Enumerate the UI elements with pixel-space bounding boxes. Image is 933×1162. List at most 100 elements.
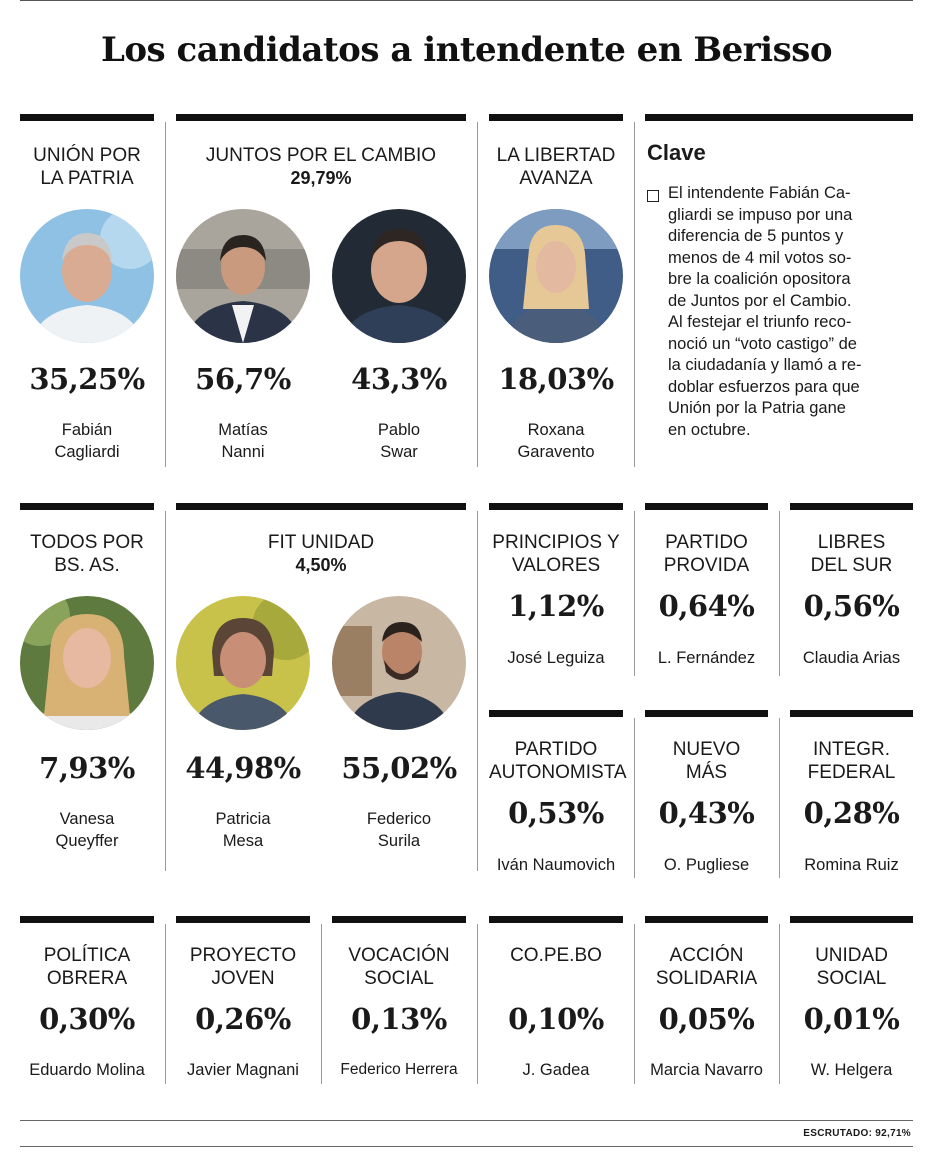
party-name: VOCACIÓN SOCIAL [348, 945, 450, 989]
candidate-percentage: 43,3% [351, 362, 447, 396]
candidate-percentage: 56,7% [195, 362, 291, 396]
party-name: UNIDAD SOCIAL [815, 945, 888, 989]
party-card-small: INTEGR. FEDERAL 0,28% Romina Ruiz [790, 718, 913, 878]
column-divider [634, 718, 635, 878]
column-divider [779, 718, 780, 878]
footer-rule [20, 1120, 913, 1121]
candidate-percentage: 0,05% [658, 1002, 755, 1036]
candidate-percentage: 35,25% [29, 362, 145, 396]
section-rule [20, 503, 154, 510]
party-card-small: PARTIDO PROVIDA 0,64% L. Fernández [645, 511, 768, 676]
column-divider [779, 924, 780, 1084]
column-divider [779, 511, 780, 676]
section-rule [790, 916, 913, 923]
section-rule [489, 503, 623, 510]
section-rule [20, 114, 154, 121]
party-card-small: CO.PE.BO 0,10% J. Gadea [489, 924, 623, 1084]
section-rule [645, 916, 768, 923]
top-rule [20, 0, 913, 1]
party-name: PARTIDO PROVIDA [663, 532, 750, 576]
party-card-small: UNIDAD SOCIAL 0,01% W. Helgera [790, 924, 913, 1084]
section-rule [332, 916, 466, 923]
column-divider [321, 924, 322, 1084]
party-percentage: 4,50% [295, 555, 347, 575]
candidate-photo [332, 596, 466, 730]
candidate-percentage: 0,56% [803, 589, 900, 623]
candidate-name: O. Pugliese [663, 856, 750, 874]
party-name: JUNTOS POR EL CAMBIO 29,79% [176, 144, 466, 190]
party-name: FIT UNIDAD 4,50% [176, 531, 466, 577]
candidate-percentage: 55,02% [341, 751, 457, 785]
party-name: ACCIÓN SOLIDARIA [655, 945, 758, 989]
candidate-name: Javier Magnani [187, 1061, 299, 1079]
party-name: UNIÓN POR LA PATRIA [33, 145, 141, 189]
party-card-todos-por-bs-as: TODOS POR BS. AS. 7,93% Vanesa Queyffer [20, 511, 154, 871]
section-rule [790, 710, 913, 717]
candidate-name: Vanesa Queyffer [55, 810, 119, 850]
party-card-small: POLÍTICA OBRERA 0,30% Eduardo Molina [20, 924, 154, 1084]
candidate-percentage: 0,28% [803, 796, 900, 830]
column-divider [477, 511, 478, 871]
section-rule [489, 916, 623, 923]
party-name: INTEGR. FEDERAL [807, 739, 896, 783]
section-rule [176, 114, 466, 121]
key-box-title: Clave [647, 140, 706, 165]
candidate-photo [176, 209, 310, 343]
party-card-small: PRINCIPIOS Y VALORES 1,12% José Leguiza [489, 511, 623, 676]
candidate-name: W. Helgera [810, 1061, 893, 1079]
candidate-percentage: 0,13% [351, 1002, 447, 1036]
party-name: POLÍTICA OBRERA [43, 945, 131, 989]
candidate-name: Federico Surila [366, 810, 432, 850]
candidate-name: José Leguiza [507, 649, 605, 667]
column-divider [634, 122, 635, 467]
party-card-small: PARTIDO AUTONOMISTA 0,53% Iván Naumovich [489, 718, 627, 878]
section-rule [645, 114, 913, 121]
party-card-small: ACCIÓN SOLIDARIA 0,05% Marcia Navarro [645, 924, 768, 1084]
column-divider [634, 924, 635, 1084]
party-name: NUEVO MÁS [672, 739, 741, 783]
section-rule [489, 114, 623, 121]
candidate-percentage: 18,03% [498, 362, 614, 396]
party-card-small: NUEVO MÁS 0,43% O. Pugliese [645, 718, 768, 878]
column-divider [165, 122, 166, 467]
footer-rule [20, 1146, 913, 1147]
section-rule [176, 503, 466, 510]
candidate-percentage: 0,26% [195, 1002, 291, 1036]
party-card-fit-unidad: FIT UNIDAD 4,50% 44,98% 55,02% Patricia … [176, 511, 466, 871]
bullet-box-icon [647, 190, 659, 202]
column-divider [165, 511, 166, 871]
key-box-text: El intendente Fabián Ca- gliardi se impu… [668, 184, 862, 439]
candidate-name: Fabián Cagliardi [54, 421, 120, 461]
party-card-small: VOCACIÓN SOCIAL 0,13% Federico Herrera [332, 924, 466, 1084]
party-name: PRINCIPIOS Y VALORES [492, 532, 620, 576]
candidate-percentage: 0,43% [658, 796, 755, 830]
party-card-juntos-por-el-cambio: JUNTOS POR EL CAMBIO 29,79% 56,7% 43,3% … [176, 122, 466, 467]
party-name: PROYECTO JOVEN [189, 945, 297, 989]
candidate-percentage: 0,30% [39, 1002, 135, 1036]
section-rule [645, 503, 768, 510]
candidate-name: L. Fernández [657, 649, 756, 667]
page-title: Los candidatos a intendente en Berisso [100, 30, 833, 70]
candidate-photo [332, 209, 466, 343]
candidate-name: Claudia Arias [802, 649, 901, 667]
party-name: PARTIDO AUTONOMISTA [489, 739, 627, 783]
party-percentage: 29,79% [290, 168, 352, 188]
column-divider [165, 924, 166, 1084]
candidate-name: Iván Naumovich [496, 856, 616, 874]
column-divider [477, 924, 478, 1084]
candidate-name: Eduardo Molina [29, 1061, 145, 1079]
candidate-photo [20, 596, 154, 730]
party-name: TODOS POR BS. AS. [30, 532, 144, 576]
party-name: LIBRES DEL SUR [810, 532, 893, 576]
party-card-union-por-la-patria: UNIÓN POR LA PATRIA 35,25% Fabián Caglia… [20, 122, 154, 467]
candidate-percentage: 1,12% [508, 589, 604, 623]
candidate-name: Marcia Navarro [650, 1061, 763, 1079]
candidate-name: Pablo Swar [377, 421, 421, 461]
section-rule [790, 503, 913, 510]
section-rule [489, 710, 623, 717]
candidate-photo [176, 596, 310, 730]
candidate-photo [489, 209, 623, 343]
party-card-small: LIBRES DEL SUR 0,56% Claudia Arias [790, 511, 913, 676]
candidate-name: Patricia Mesa [215, 810, 271, 850]
column-divider [477, 122, 478, 467]
